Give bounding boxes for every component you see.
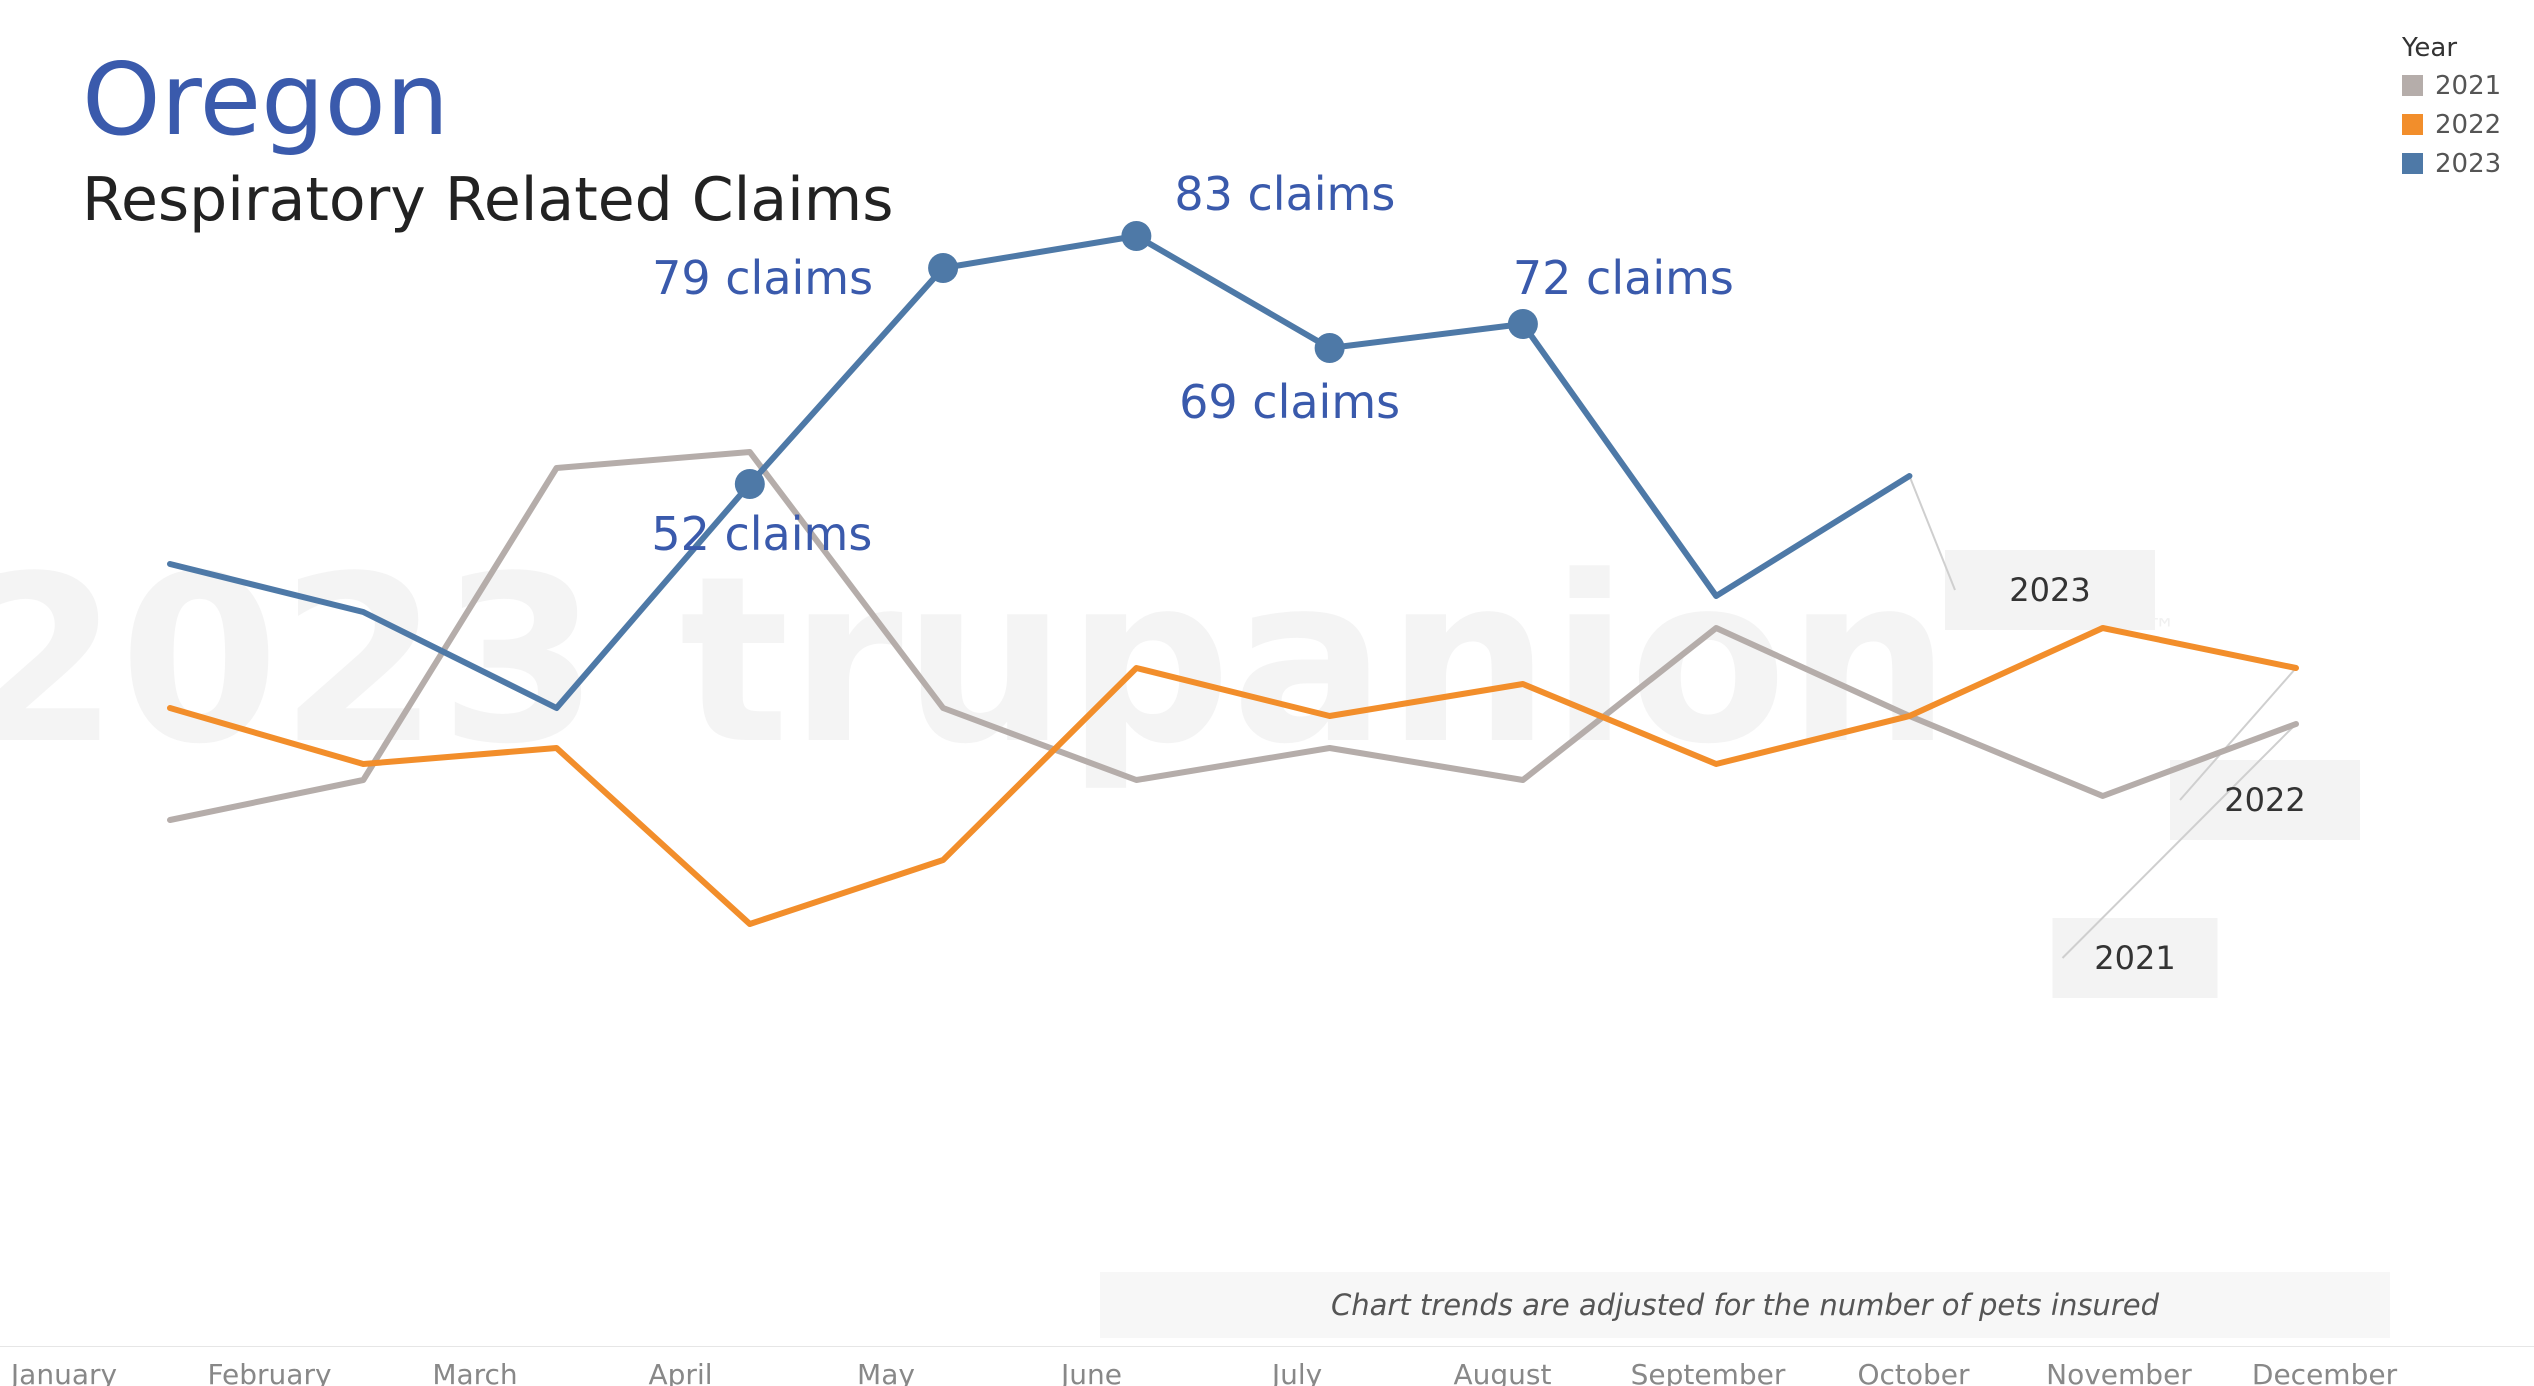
legend-item-2021[interactable]: 2021	[2402, 66, 2501, 105]
x-tick-label: September	[1631, 1358, 1786, 1386]
legend-label: 2021	[2435, 70, 2502, 101]
legend-title: Year	[2402, 33, 2458, 63]
end-label-2021: 2021	[2094, 939, 2175, 977]
end-label-leader	[2061, 723, 2297, 959]
data-point-marker[interactable]	[1507, 309, 1538, 339]
legend-swatch-2022	[2402, 114, 2423, 135]
x-tick-label: March	[432, 1358, 517, 1386]
legend: Year 2021 2022 2023	[2402, 30, 2501, 183]
x-axis-divider	[0, 1346, 2534, 1347]
series-line-2023	[167, 233, 1913, 711]
end-label-2023: 2023	[2009, 571, 2090, 609]
watermark: © 2023 trupanion	[0, 528, 1951, 795]
end-label-leaders	[1908, 475, 2297, 959]
data-label: 83 claims	[1174, 167, 1395, 221]
chart-footnote: Chart trends are adjusted for the number…	[1100, 1272, 2390, 1338]
series-line-2021	[167, 449, 2299, 823]
data-point-markers	[734, 221, 1538, 499]
legend-label: 2023	[2435, 148, 2502, 179]
end-label-backgrounds	[1945, 550, 2360, 998]
legend-item-2023[interactable]: 2023	[2402, 144, 2501, 183]
x-tick-label: July	[1270, 1358, 1322, 1386]
legend-label: 2022	[2435, 109, 2502, 140]
x-tick-label: February	[207, 1358, 331, 1386]
data-point-marker[interactable]	[928, 253, 959, 283]
x-tick-label: January	[9, 1358, 117, 1386]
end-label-box	[2170, 760, 2360, 840]
x-tick-label: November	[2046, 1358, 2192, 1386]
annotations: 52 claims 79 claims 83 claims 69 claims 72 c…	[651, 167, 1734, 561]
data-point-marker[interactable]	[734, 469, 765, 499]
end-label-box	[1945, 550, 2155, 630]
chart-subtitle: Respiratory Related Claims	[82, 165, 894, 235]
series-line-2022	[167, 625, 2299, 927]
data-point-marker[interactable]	[1121, 221, 1152, 251]
x-tick-label: May	[857, 1358, 915, 1386]
x-tick-label: October	[1857, 1358, 1970, 1386]
end-label-leader	[2179, 667, 2297, 801]
legend-swatch-2023	[2402, 153, 2423, 174]
x-axis-ticks: January February March April May June July Augu…	[9, 1358, 2398, 1386]
legend-swatch-2021	[2402, 75, 2423, 96]
legend-item-2022[interactable]: 2022	[2402, 105, 2501, 144]
end-label-leader	[1908, 475, 1956, 591]
series-lines	[167, 233, 2299, 927]
end-label-box	[2052, 918, 2218, 998]
end-label-2022: 2022	[2224, 781, 2305, 819]
end-labels: 2023 2022 2021	[2009, 571, 2305, 977]
data-label: 69 claims	[1179, 375, 1400, 429]
data-label: 72 claims	[1513, 251, 1734, 305]
x-tick-label: June	[1059, 1358, 1122, 1386]
x-tick-label: December	[2252, 1358, 2398, 1386]
data-label: 79 claims	[652, 251, 873, 305]
data-label: 52 claims	[651, 507, 872, 561]
x-tick-label: April	[649, 1358, 713, 1386]
page-title: Oregon	[82, 41, 450, 158]
data-point-marker[interactable]	[1314, 333, 1345, 363]
x-tick-label: August	[1454, 1358, 1552, 1386]
